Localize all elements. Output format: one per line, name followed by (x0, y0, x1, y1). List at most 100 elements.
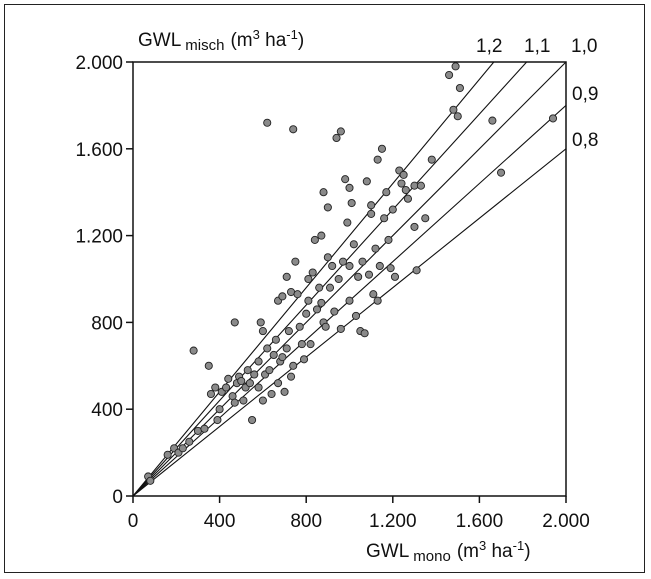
data-point (416, 181, 425, 190)
data-point (317, 298, 326, 307)
y-tick-label: 0 (112, 487, 123, 508)
data-point (267, 389, 276, 399)
data-point (304, 296, 313, 305)
plot-border (132, 61, 567, 497)
data-point (315, 283, 324, 292)
data-point (345, 183, 354, 192)
data-point (384, 235, 393, 244)
data-point (239, 396, 248, 405)
data-point (286, 372, 296, 381)
data-point (282, 344, 291, 353)
data-point (213, 415, 222, 425)
data-point (453, 112, 462, 121)
data-point (328, 261, 337, 271)
data-point (345, 261, 354, 271)
data-point (185, 437, 194, 446)
data-point (349, 240, 358, 249)
data-point (445, 70, 454, 80)
data-point (397, 179, 406, 188)
reference-line-label: 0,9 (572, 84, 598, 105)
figure-frame (4, 4, 645, 573)
data-point (373, 296, 382, 305)
reference-line-0 (133, 62, 495, 496)
x-tick-label: 1.200 (369, 511, 417, 532)
data-point (451, 62, 460, 71)
y-axis-title: GWL misch (m3 ha-1) (138, 27, 304, 54)
data-point (189, 346, 198, 355)
data-point (308, 268, 317, 277)
x-tick-label: 400 (204, 511, 236, 532)
data-point (375, 261, 384, 271)
data-point (382, 188, 391, 197)
data-point (403, 194, 413, 203)
data-point (289, 361, 298, 370)
reference-line-label: 1,1 (524, 36, 550, 57)
reference-line-1 (133, 62, 528, 496)
y-tick-label: 1.200 (75, 227, 123, 248)
x-tick-label: 0 (128, 511, 139, 532)
data-point (319, 188, 328, 197)
data-point (256, 318, 265, 327)
data-point (360, 329, 369, 338)
data-point (358, 257, 367, 266)
data-point (373, 155, 382, 164)
data-point (548, 114, 558, 123)
data-point (427, 155, 436, 164)
data-point (306, 340, 315, 349)
data-point (258, 327, 267, 336)
data-point (323, 203, 332, 212)
data-point (343, 218, 352, 227)
data-point (390, 272, 400, 281)
data-point (250, 370, 259, 379)
data-point (380, 214, 389, 223)
data-point (274, 379, 283, 388)
data-point (302, 309, 311, 318)
data-point (206, 389, 215, 399)
data-point (312, 305, 322, 314)
x-tick-label: 2.000 (542, 511, 590, 532)
data-point (410, 222, 419, 231)
data-point (412, 266, 421, 275)
data-point (163, 450, 172, 459)
data-point (200, 424, 209, 433)
data-point (336, 324, 345, 333)
data-point (377, 144, 387, 153)
y-tick-label: 2.000 (75, 53, 123, 74)
reference-line-label: 1,2 (476, 36, 502, 57)
data-point (369, 290, 378, 299)
data-point (367, 209, 376, 218)
x-tick-label: 1.600 (456, 511, 504, 532)
data-point (282, 272, 291, 281)
data-point (280, 387, 289, 396)
data-point (222, 383, 231, 392)
data-point (271, 335, 280, 344)
data-point (338, 257, 348, 266)
data-point (323, 253, 332, 262)
data-point (263, 118, 272, 127)
data-point (325, 283, 335, 292)
data-point (299, 355, 309, 364)
data-point (248, 415, 257, 425)
data-point (367, 201, 376, 210)
data-point (401, 185, 410, 195)
x-tick-label: 800 (290, 511, 322, 532)
data-point (254, 357, 263, 366)
data-point (291, 257, 300, 266)
data-point (211, 383, 220, 392)
data-point (336, 127, 345, 136)
data-point (304, 274, 313, 284)
data-point (354, 272, 363, 281)
data-point (455, 83, 464, 93)
data-point (230, 398, 239, 407)
reference-line-label: 0,8 (572, 130, 598, 151)
data-point (224, 374, 233, 383)
y-tick-label: 1.600 (75, 140, 123, 161)
data-point (265, 366, 274, 375)
data-point (204, 361, 213, 370)
data-point (347, 198, 356, 208)
data-point (178, 444, 187, 453)
data-point (364, 270, 374, 279)
data-point (278, 292, 287, 301)
x-axis-title: GWL mono (m3 ha-1) (366, 538, 531, 565)
